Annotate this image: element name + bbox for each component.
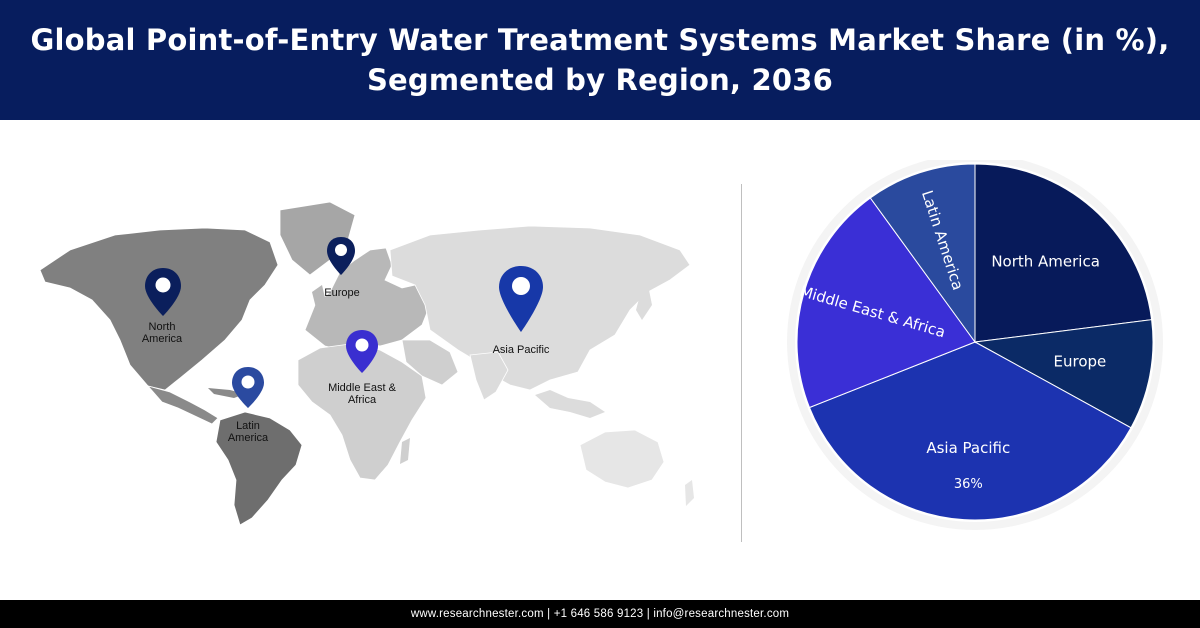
uk-shape [312,285,326,308]
south-america-shape [215,411,303,526]
japan-shape [636,285,652,320]
pie-data-label-asia-pacific: 36% [954,477,983,492]
madagascar-shape [400,438,410,464]
world-map-graphic [39,201,694,526]
southeast-asia-shape [535,390,605,418]
central-america-shape [146,385,219,425]
pie-slice-middle-east-africa [796,197,976,409]
pin-north-america [145,268,181,316]
india-shape [469,351,509,401]
chart-title-line-1: Global Point-of-Entry Water Treatment Sy… [30,23,1170,57]
chart-title-line-2: Segmented by Region, 2036 [366,63,834,97]
pie-slice-asia-pacific [808,341,1132,521]
asia-shape [389,225,691,391]
title-banner: Global Point-of-Entry Water Treatment Sy… [0,0,1200,120]
middle-east-shape [401,339,459,386]
map-label-latin-america-line-1: Latin [236,420,260,432]
pie-label-north-america: North America [991,252,1100,270]
map-label-middle-east-africa: Middle East & Africa [322,382,402,406]
map-label-north-america-line-2: America [141,333,183,345]
pie-label-europe: Europe [1054,353,1107,371]
map-label-latin-america-line-2: America [227,432,269,444]
pin-asia-pacific [499,266,543,332]
pie-label-asia-pacific: Asia Pacific [926,439,1010,457]
new-zealand-shape [685,480,694,506]
map-label-north-america: North America [132,321,192,345]
pin-latin-america [232,367,264,408]
pin-middle-east-africa [346,330,378,373]
footer-bar: www.researchnester.com | +1 646 586 9123… [0,600,1200,628]
pie-slice-europe [973,319,1154,429]
pie-slice-north-america [974,163,1153,343]
pie-slice-latin-america [869,163,976,344]
map-label-latin-america: Latin America [218,420,278,444]
pie-chart: North America Europe Asia Pacific 36% Middle… [780,154,1170,530]
map-label-mea-line-2: Africa [347,394,377,406]
pin-europe [327,237,355,275]
footer-contact-text: www.researchnester.com | +1 646 586 9123… [410,608,790,620]
map-label-europe: Europe [324,287,360,299]
world-map: North America Europe Asia Pacific Middle… [30,180,710,540]
map-label-mea-line-1: Middle East & [328,382,396,394]
caribbean-shape [208,388,245,398]
map-label-north-america-line-1: North [148,321,176,333]
section-divider [741,184,742,542]
map-label-asia-pacific: Asia Pacific [492,344,550,356]
australia-shape [579,429,665,489]
